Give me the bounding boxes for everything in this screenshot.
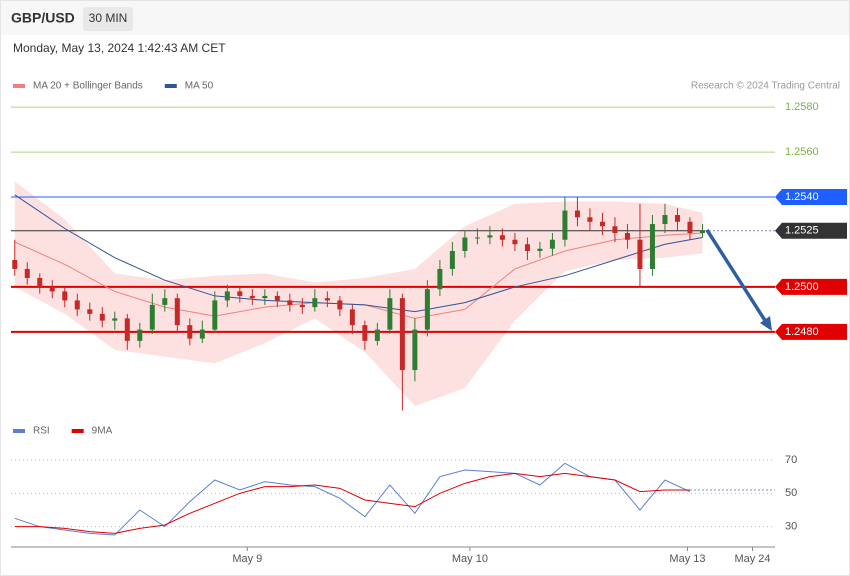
- candle-body: [374, 329, 380, 341]
- candle-body: [24, 268, 30, 278]
- candle-body: [474, 237, 480, 239]
- x-tick-label: May 13: [669, 553, 705, 565]
- candle-body: [112, 318, 118, 321]
- level-tag: [775, 323, 847, 340]
- candle-body: [512, 239, 518, 245]
- candle-body: [324, 298, 330, 301]
- candle-body: [12, 259, 18, 269]
- y-tick-label: 30: [785, 521, 797, 533]
- candle-body: [412, 329, 418, 371]
- candle-body: [74, 300, 80, 310]
- x-tick-label: May 24: [734, 553, 770, 565]
- candle-body: [612, 226, 618, 234]
- candle-body: [187, 325, 193, 339]
- candle-body: [624, 233, 630, 240]
- candle-body: [387, 298, 393, 330]
- candle-body: [124, 318, 130, 341]
- candle-body: [549, 239, 555, 249]
- rsi-line: [14, 462, 691, 536]
- forecast-arrow: [705, 229, 768, 323]
- candle-body: [249, 295, 255, 299]
- rsi-line: [14, 472, 690, 534]
- level-tag: [775, 278, 847, 295]
- candle-body: [574, 210, 580, 218]
- candle-body: [587, 217, 593, 222]
- candle-body: [362, 325, 368, 341]
- level-label: 1.2500: [785, 281, 819, 293]
- legend-swatch: [13, 429, 25, 433]
- candle-body: [37, 277, 43, 287]
- legend-label: MA 20 + Bollinger Bands: [33, 81, 143, 92]
- level-label: 1.2480: [785, 326, 819, 338]
- candle-body: [299, 304, 305, 308]
- candle-body: [537, 248, 543, 251]
- price-panel: 1.2580 1.2560 1.2540 1.2525 1.2500 1.2480 MA 2…: [11, 81, 847, 411]
- candle-body: [449, 250, 455, 269]
- candle-body: [287, 300, 293, 305]
- legend-swatch: [13, 84, 25, 88]
- level-label: 1.2540: [785, 191, 819, 203]
- candle-body: [174, 298, 180, 326]
- candle-body: [274, 295, 280, 301]
- candle-body: [649, 224, 655, 269]
- candle-body: [637, 239, 643, 269]
- candle-body: [337, 300, 343, 310]
- candle-body: [312, 298, 318, 308]
- bollinger-band: [14, 181, 703, 407]
- level-label: 1.2580: [785, 101, 819, 113]
- legend-label: MA 50: [185, 81, 214, 92]
- header-bar: [1, 1, 849, 35]
- candle-body: [87, 309, 93, 314]
- level-label: 1.2525: [785, 225, 819, 237]
- candle-body: [224, 291, 230, 301]
- legend-swatch: [164, 84, 177, 88]
- credit: Research © 2024 Trading Central: [691, 81, 840, 92]
- candle-body: [199, 329, 205, 339]
- date: Monday, May 13, 2024 1:42:43 AM CET: [13, 41, 226, 55]
- rsi-panel: 70 50 30 May 9 May 10 May 13 May 24 RSI 9MA: [11, 426, 797, 565]
- moving-average: [14, 194, 703, 313]
- level-label: 1.2560: [785, 146, 819, 158]
- candle-body: [149, 304, 155, 330]
- candle-body: [424, 289, 430, 330]
- symbol: GBP/USD: [11, 10, 75, 26]
- candle-body: [499, 235, 505, 240]
- candle-body: [599, 221, 605, 227]
- candle-body: [237, 291, 243, 296]
- y-tick-label: 50: [785, 487, 797, 499]
- timeframe-pill[interactable]: [83, 7, 133, 31]
- candle-body: [462, 237, 468, 251]
- candle-body: [487, 235, 493, 238]
- candle-body: [399, 298, 405, 371]
- legend-swatch: [71, 429, 84, 433]
- level-tag: [775, 222, 847, 239]
- y-tick-label: 70: [785, 454, 797, 466]
- candle-body: [349, 309, 355, 326]
- x-tick-label: May 10: [452, 553, 488, 565]
- candle-body: [524, 244, 530, 251]
- forecast-arrow-head: [760, 316, 772, 331]
- candle-body: [262, 295, 268, 299]
- candle-body: [62, 291, 68, 301]
- timeframe[interactable]: 30 MIN: [89, 11, 128, 25]
- legend-label: 9MA: [92, 426, 113, 437]
- candle-body: [212, 300, 218, 330]
- candle-body: [699, 230, 705, 234]
- candle-body: [674, 215, 680, 222]
- candle-body: [99, 313, 105, 321]
- candle-body: [137, 329, 143, 341]
- legend-label: RSI: [33, 426, 50, 437]
- candle-body: [662, 215, 668, 225]
- level-tag: [775, 189, 847, 206]
- candle-body: [49, 286, 55, 292]
- candle-body: [162, 298, 168, 305]
- candle-body: [687, 221, 693, 234]
- candle-body: [437, 268, 443, 290]
- x-tick-label: May 9: [232, 553, 262, 565]
- candle-body: [562, 210, 568, 240]
